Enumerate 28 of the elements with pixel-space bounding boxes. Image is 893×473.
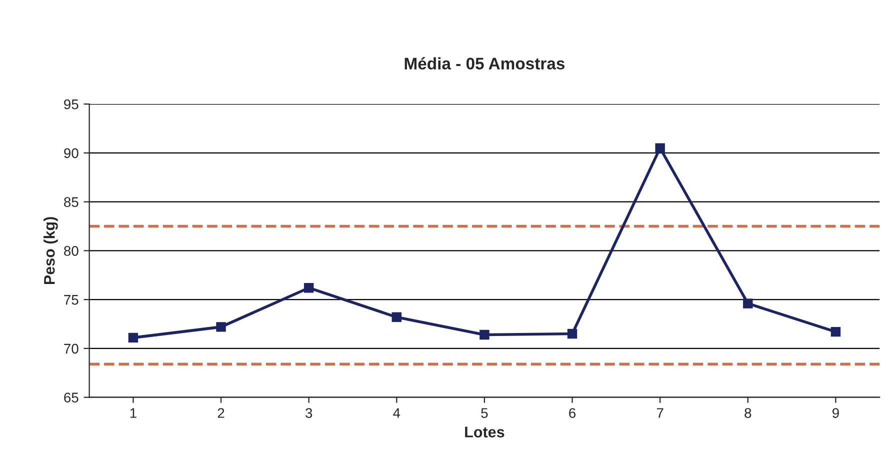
x-tick-label: 2 [218, 408, 224, 418]
y-tick-label: 80 [64, 246, 78, 256]
y-tick-label: 95 [64, 99, 78, 110]
y-tick-label: 75 [64, 295, 78, 305]
x-tick-label: 5 [481, 408, 488, 418]
point [128, 332, 138, 343]
x-tick-label: 6 [569, 408, 576, 418]
y-tick-label: 65 [64, 392, 78, 402]
point [743, 298, 753, 308]
y-tick-label: 90 [64, 148, 78, 158]
y-tick-label: 85 [64, 197, 78, 207]
x-tick-label: 9 [832, 408, 839, 418]
x-tick-label: 4 [393, 408, 400, 418]
point [480, 330, 490, 340]
y-tick-label: 70 [64, 344, 78, 354]
point [830, 326, 841, 337]
point [216, 322, 226, 332]
x-tick-label: 7 [656, 408, 664, 418]
x-tick-label: 3 [305, 408, 312, 418]
point [567, 328, 578, 339]
chart-title: Média - 05 Amostras [404, 57, 565, 70]
x-tick-label: 8 [744, 408, 752, 418]
point [392, 312, 402, 322]
y-axis-title: Peso (kg) [44, 217, 58, 284]
point [304, 282, 314, 293]
x-axis-title: Lotes [465, 426, 504, 438]
point [655, 143, 665, 153]
x-tick-label: 1 [130, 408, 136, 418]
